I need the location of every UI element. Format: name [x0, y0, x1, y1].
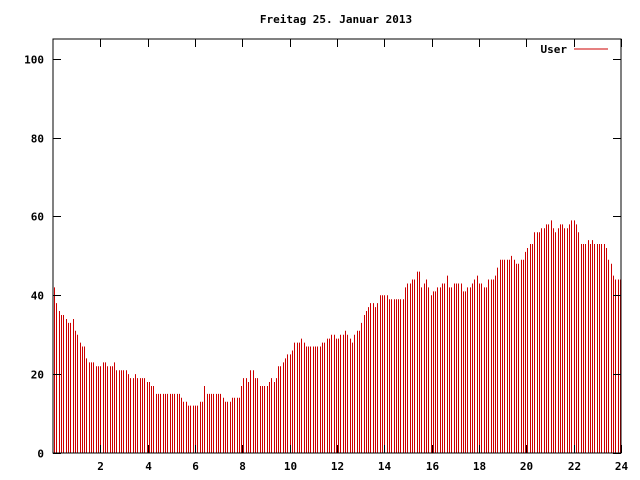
- x-tick-label: 12: [331, 460, 344, 473]
- plot-frame: [52, 38, 622, 454]
- x-tick-label: 22: [568, 460, 581, 473]
- x-tick-label: 8: [239, 460, 246, 473]
- y-tick-label: 0: [37, 448, 44, 461]
- x-tick-label: 16: [426, 460, 440, 473]
- x-tick-label: 10: [284, 460, 297, 473]
- x-tick-label: 14: [378, 460, 392, 473]
- y-tick-label: 20: [31, 369, 44, 382]
- y-tick-label: 100: [24, 54, 44, 67]
- bar-series: [54, 220, 621, 453]
- chart-title: Freitag 25. Januar 2013: [260, 13, 412, 26]
- y-axis-ticks: 0 20 40 60 80 100: [24, 54, 621, 461]
- y-tick-label: 40: [31, 290, 44, 303]
- legend: User: [541, 43, 608, 56]
- y-tick-label: 80: [31, 133, 44, 146]
- y-tick-label: 60: [31, 211, 44, 224]
- x-tick-label: 24: [615, 460, 629, 473]
- x-tick-label: 18: [473, 460, 486, 473]
- legend-label-user: User: [541, 43, 568, 56]
- x-tick-label: 2: [97, 460, 104, 473]
- x-tick-label: 20: [520, 460, 533, 473]
- x-tick-label: 6: [192, 460, 199, 473]
- x-tick-label: 4: [145, 460, 152, 473]
- x-axis-ticks: 2 4 6 8 10 12 14 16 18 20 22 24: [97, 39, 628, 473]
